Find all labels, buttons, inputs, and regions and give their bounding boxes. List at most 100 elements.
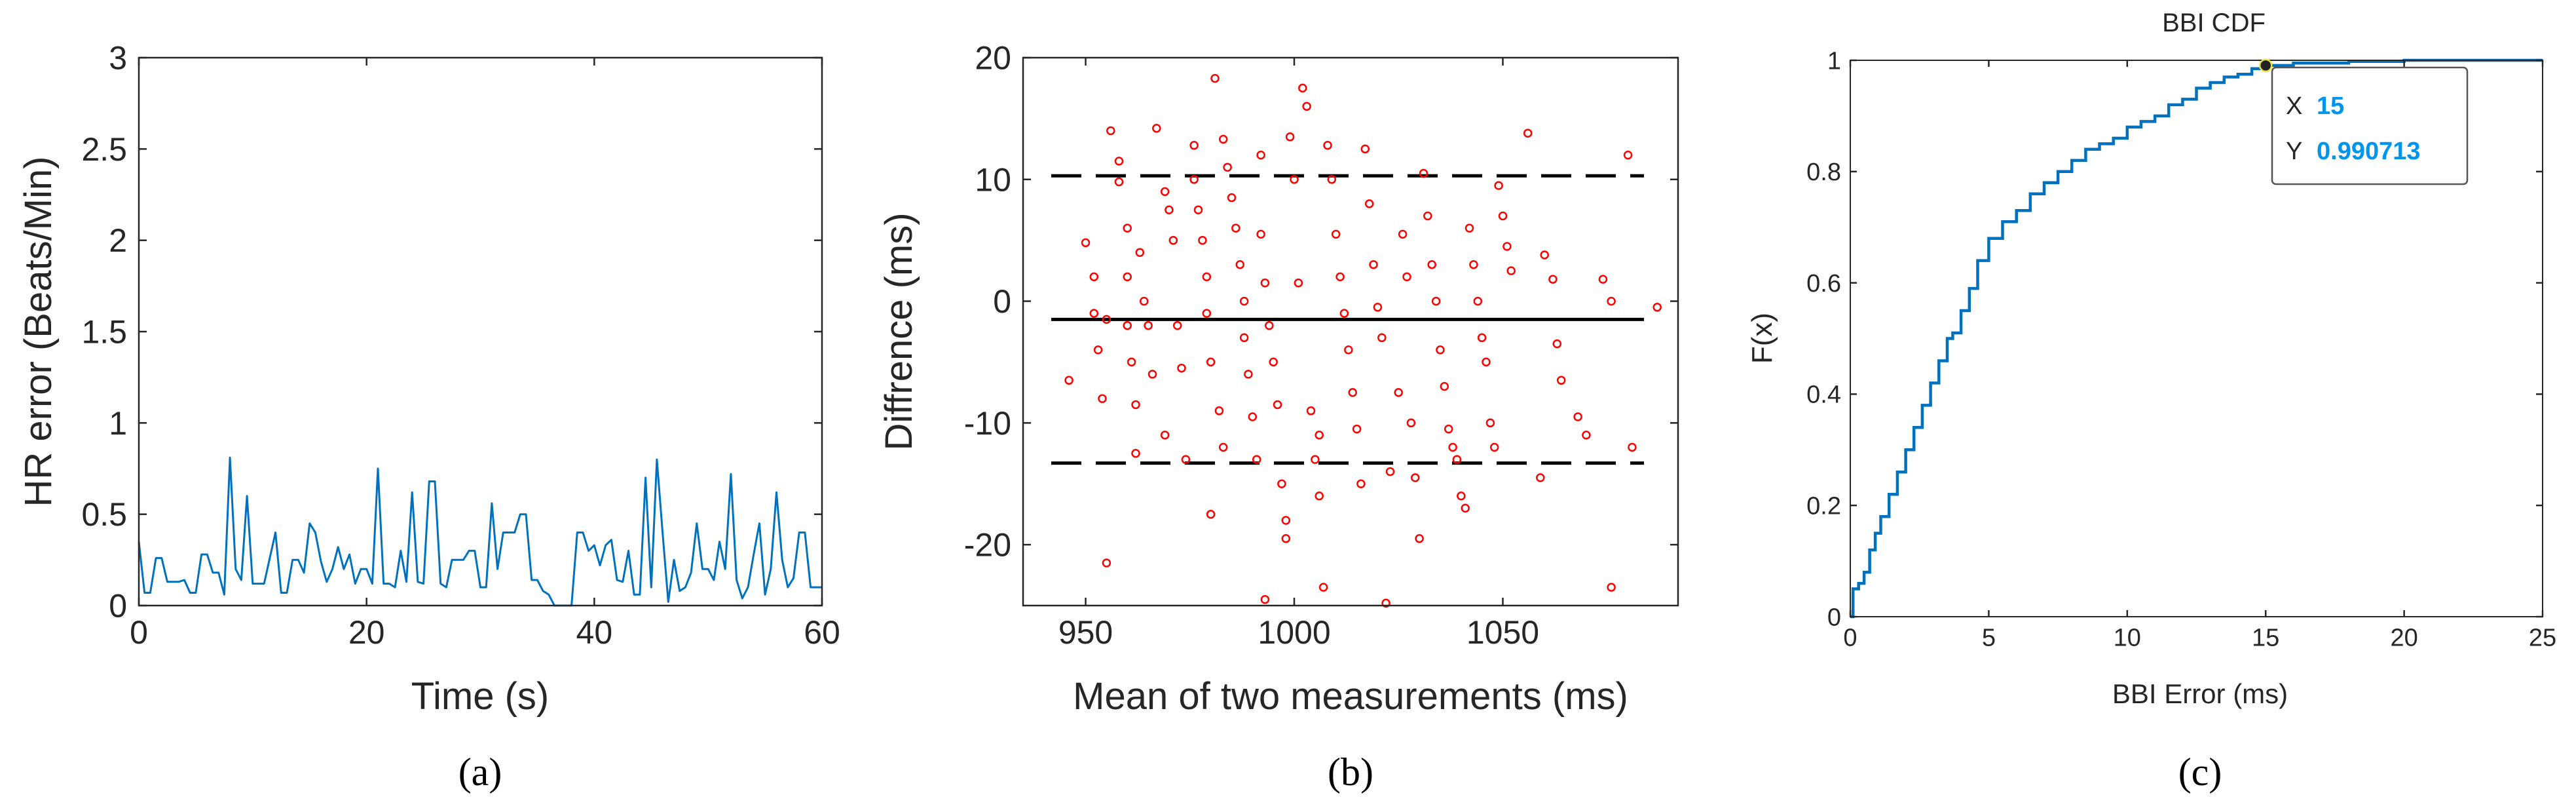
panel-b-data-point <box>1144 320 1153 330</box>
panel-b-data-point <box>1244 370 1253 379</box>
panel-b-data-point <box>1123 320 1132 330</box>
panel-b-data-point <box>1548 275 1558 284</box>
panel-b-data-point <box>1461 503 1470 513</box>
panel-c-cdf-line <box>1850 58 2543 619</box>
panel-b-data-point <box>1457 492 1466 501</box>
panel-a-hr-error-line <box>138 456 822 607</box>
panel-b-data-point <box>1540 250 1549 260</box>
panel-b-data-point <box>1607 583 1616 592</box>
panel-b-data-point <box>1469 260 1478 269</box>
panel-b-x-axis-label: Mean of two measurements (ms) <box>1073 675 1628 718</box>
panel-b-data-point <box>1206 509 1216 519</box>
panel-b-data-point <box>1189 141 1199 150</box>
panel-b-data-point <box>1311 455 1320 464</box>
panel-b-data-point <box>1202 309 1212 318</box>
panel-b-data-point <box>1373 303 1383 312</box>
panel-b-data-point <box>1485 418 1495 428</box>
panel-a-y-tick-label: 2 <box>109 222 127 259</box>
panel-b-data-point <box>1135 248 1145 257</box>
panel-a-x-tick-label: 0 <box>130 614 148 651</box>
panel-b-data-point <box>1285 132 1295 142</box>
panel-b-data-point <box>1148 370 1157 379</box>
panel-b-data-point <box>1315 431 1324 440</box>
panel-b-y-tick-label: -20 <box>964 527 1011 564</box>
panel-b-scatter-chart: 950 1000 1050 -20 -10 0 10 20 Mean of two measu… <box>878 40 1679 794</box>
datatip-marker[interactable] <box>2258 58 2273 73</box>
panel-a-y-tick-label: 0 <box>109 588 127 625</box>
panel-b-data-point <box>1306 406 1316 416</box>
panel-b-scatter-points <box>1051 73 1662 608</box>
panel-b-data-point <box>1352 424 1362 434</box>
panel-b-data-point <box>1202 272 1212 282</box>
panel-a-plot-frame <box>138 56 823 607</box>
panel-c-x-tick-label: 0 <box>1843 624 1857 651</box>
panel-a-y-axis-label: HR error (Beats/Min) <box>17 157 60 507</box>
panel-b-data-point <box>1214 406 1224 416</box>
panel-b-data-point <box>1089 272 1099 282</box>
panel-b-data-point <box>1152 124 1161 133</box>
panel-b-data-point <box>1628 442 1637 452</box>
panel-c-x-tick-label: 5 <box>1982 624 1996 651</box>
panel-a-ticks: 0 20 40 60 0 0.5 1 1.5 2 2.5 3 <box>81 40 840 651</box>
panel-b-data-point <box>1556 376 1566 385</box>
panel-b-caption: (b) <box>1328 750 1373 794</box>
panel-b-data-point <box>1139 296 1149 306</box>
panel-b-data-point <box>1385 467 1395 476</box>
panel-b-data-point <box>1427 260 1436 269</box>
panel-b-data-point <box>1369 260 1378 269</box>
panel-b-data-point <box>1448 442 1457 452</box>
panel-b-data-point <box>1206 357 1216 367</box>
panel-b-data-point <box>1231 223 1241 233</box>
panel-b-data-point <box>1277 479 1286 488</box>
panel-b-data-point <box>1440 381 1449 391</box>
panel-b-data-point <box>1198 235 1207 245</box>
panel-a-y-tick-label: 1 <box>109 405 127 442</box>
panel-b-data-point <box>1193 205 1203 214</box>
panel-b-data-point <box>1210 73 1220 83</box>
panel-b-data-point <box>1573 412 1582 421</box>
panel-c-plot-frame <box>1850 60 2543 617</box>
datatip-x-value: 15 <box>2317 92 2344 120</box>
panel-a-x-tick-label: 20 <box>348 614 385 651</box>
panel-b-data-point <box>1423 211 1432 221</box>
panel-b-data-point <box>1582 431 1591 440</box>
panel-b-data-point <box>1339 309 1349 318</box>
datatip[interactable]: X 15 Y 0.990713 <box>2258 58 2469 185</box>
panel-b-data-point <box>1114 177 1124 187</box>
panel-b-data-point <box>1318 583 1328 592</box>
panel-c-y-tick-label: 0.8 <box>1806 159 1841 186</box>
panel-b-data-point <box>1323 141 1332 150</box>
panel-c-y-tick-label: 0.6 <box>1806 270 1841 298</box>
panel-b-data-point <box>1177 363 1186 373</box>
panel-b-data-point <box>1315 492 1324 501</box>
panel-a-x-tick-label: 40 <box>576 614 613 651</box>
datatip-y-label: Y <box>2286 138 2302 165</box>
datatip-x-label: X <box>2286 92 2302 120</box>
panel-b-x-tick-label: 1000 <box>1258 614 1330 651</box>
panel-b-data-point <box>1552 339 1562 349</box>
panel-b-data-point <box>1494 181 1503 190</box>
panel-b-data-point <box>1607 296 1616 306</box>
panel-b-data-point <box>1431 296 1441 306</box>
panel-c-x-axis-label: BBI Error (ms) <box>2112 678 2288 709</box>
panel-b-data-point <box>1344 345 1353 355</box>
panel-a-y-tick-label: 2.5 <box>81 131 127 168</box>
panel-a-x-tick-label: 60 <box>804 614 840 651</box>
panel-a-line-chart: 0 20 40 60 0 0.5 1 1.5 2 2.5 3 Time (s) HR error (… <box>17 40 840 794</box>
panel-b-data-point <box>1218 442 1228 452</box>
panel-c-y-axis-label: F(x) <box>1746 313 1778 364</box>
panel-b-data-point <box>1281 516 1291 525</box>
panel-b-data-point <box>1123 223 1132 233</box>
panel-b-data-point <box>1168 235 1178 245</box>
datatip-box <box>2271 66 2469 185</box>
panel-b-data-point <box>1102 315 1111 324</box>
panel-b-data-point <box>1269 357 1278 367</box>
panel-b-data-point <box>1335 272 1345 282</box>
panel-c-cdf-chart: 0 5 10 15 20 25 0 0.2 0.4 0.6 0.8 1 BBI CDF BBI Err… <box>1746 9 2556 794</box>
panel-b-data-point <box>1489 442 1499 452</box>
panel-b-data-point <box>1360 144 1370 154</box>
panel-b-data-point <box>1506 266 1516 275</box>
panel-b-data-point <box>1081 238 1091 248</box>
panel-b-data-point <box>1114 157 1124 166</box>
